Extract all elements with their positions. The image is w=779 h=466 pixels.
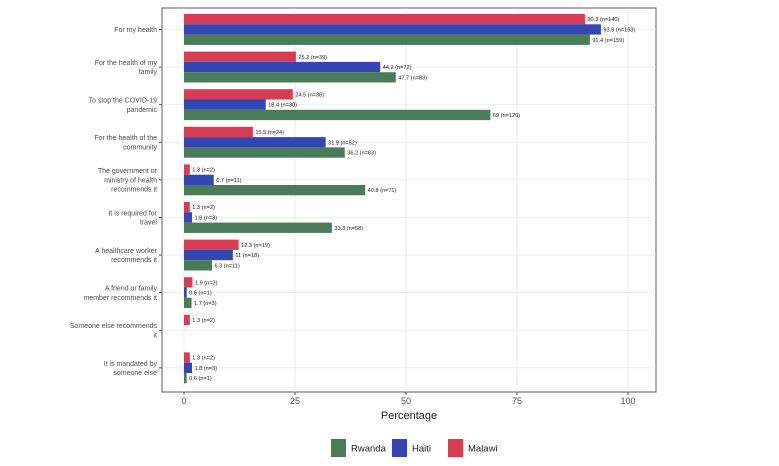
bar-malawi: [184, 314, 190, 326]
legend-swatch-rwanda: [331, 439, 346, 457]
bar-rwanda: [184, 147, 345, 158]
data-label-malawi: 1.3 (n=2): [192, 318, 215, 324]
data-label-malawi: 1.9 (n=3): [195, 280, 218, 286]
category-label: Someone else recommends it: [70, 323, 158, 339]
legend-swatch-malawi: [448, 439, 463, 457]
data-label-rwanda: 47.7 (n=83): [398, 75, 427, 81]
bar-haiti: [184, 174, 214, 185]
legend-label-rwanda: Rwanda: [351, 444, 387, 455]
data-label-rwanda: 1.7 (n=3): [194, 301, 217, 307]
bar-haiti: [184, 249, 233, 261]
x-tick-label: 0: [181, 396, 186, 406]
x-tick-label: 50: [401, 396, 411, 406]
category-label: For my health: [114, 27, 157, 34]
category-label: For the health of the community: [94, 135, 157, 151]
data-labels: 90.3 (n=140) 93.9 (n=153) 91.4 (n=159) 25.2…: [189, 17, 635, 382]
data-label-rwanda: 33.3 (n=58): [334, 226, 363, 232]
data-label-malawi: 24.5 (n=38): [295, 92, 324, 98]
data-label-haiti: 11 (n=18): [235, 253, 259, 259]
data-label-haiti: 1.8 (n=3): [194, 366, 217, 372]
data-label-malawi: 1.3 (n=2): [192, 205, 215, 211]
data-label-rwanda: 40.8 (n=71): [368, 188, 397, 194]
data-label-haiti: 0.6 (n=1): [189, 291, 212, 297]
data-label-rwanda: 6.3 (n=11): [214, 263, 239, 269]
bar-malawi: [184, 51, 296, 62]
category-label: For the health of my family: [95, 60, 158, 76]
legend-swatch-haiti: [392, 439, 407, 457]
bar-haiti: [184, 212, 192, 223]
bar-haiti: [184, 362, 192, 373]
data-label-malawi: 15.5 (n=24): [255, 130, 284, 136]
bar-rwanda: [184, 34, 590, 45]
bar-rwanda: [184, 297, 192, 309]
bar-malawi: [184, 126, 253, 138]
bar-rwanda: [184, 185, 366, 196]
legend: Rwanda Haiti Malawi: [331, 439, 498, 457]
x-ticks: 0 25 50 75 100: [181, 392, 636, 406]
legend-label-malawi: Malawi: [468, 444, 498, 455]
data-label-rwanda: 69 (n=120): [493, 113, 520, 119]
bar-haiti: [184, 137, 326, 148]
data-label-malawi: 1.3 (n=2): [192, 356, 215, 362]
data-label-rwanda: 36.2 (n=63): [347, 151, 376, 157]
data-label-rwanda: 91.4 (n=159): [592, 38, 624, 44]
x-axis-title: Percentage: [381, 410, 437, 422]
data-label-haiti: 18.4 (n=30): [268, 103, 297, 109]
category-label: A healthcare worker recommends it: [95, 248, 158, 264]
data-label-haiti: 44.2 (n=72): [383, 65, 412, 71]
category-labels: For my health For the health of my family T…: [70, 27, 162, 377]
bar-haiti: [184, 99, 266, 110]
category-label: It is mandated by someone else: [104, 361, 158, 377]
bar-malawi: [184, 239, 239, 250]
x-tick-label: 25: [290, 396, 300, 406]
category-label: The government or ministry of health recom…: [98, 168, 158, 193]
bar-rwanda: [184, 109, 491, 121]
bar-rwanda: [184, 260, 212, 271]
bar-haiti: [184, 61, 381, 73]
bars: [184, 14, 601, 384]
data-label-malawi: 12.3 (n=19): [241, 243, 270, 249]
bar-haiti: [184, 287, 187, 298]
data-label-rwanda: 0.6 (n=1): [189, 376, 212, 382]
data-label-haiti: 93.9 (n=153): [603, 27, 635, 33]
bar-haiti: [184, 24, 601, 35]
bar-malawi: [184, 277, 193, 288]
bar-malawi: [184, 89, 293, 100]
category-label: To stop the COVID-19 pandemic: [89, 98, 158, 114]
data-label-malawi: 25.2 (n=39): [298, 55, 327, 61]
data-label-haiti: 1.8 (n=3): [194, 215, 217, 221]
bar-rwanda: [184, 222, 332, 233]
bar-malawi: [184, 164, 190, 175]
x-tick-label: 75: [512, 396, 522, 406]
bar-malawi: [184, 202, 190, 213]
data-label-haiti: 6.7 (n=11): [216, 178, 241, 184]
category-label: It is required for travel: [108, 210, 157, 226]
bar-rwanda: [184, 72, 396, 83]
data-label-malawi: 90.3 (n=140): [587, 17, 619, 23]
bar-malawi: [184, 352, 190, 363]
data-label-malawi: 1.3 (n=2): [192, 168, 215, 174]
bar-malawi: [184, 14, 585, 25]
bar-rwanda: [184, 373, 187, 384]
legend-label-haiti: Haiti: [412, 444, 431, 455]
category-label: A friend or family member recommends it: [83, 286, 157, 302]
data-label-haiti: 31.9 (n=52): [328, 140, 357, 146]
x-tick-label: 100: [620, 396, 635, 406]
